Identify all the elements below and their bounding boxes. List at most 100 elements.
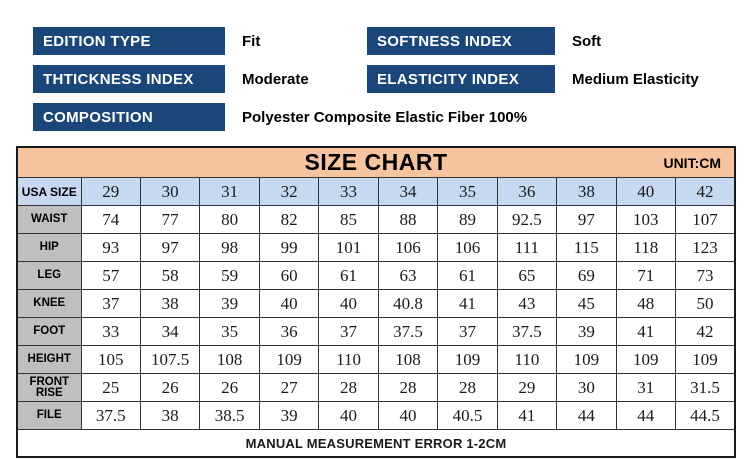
measurement-cell: 110 xyxy=(318,345,379,374)
row-label: FOOT xyxy=(16,317,82,346)
size-cell: 32 xyxy=(258,177,320,206)
measurement-cell: 40 xyxy=(377,401,439,430)
measurement-row: FRONT RISE 25 26 26 27 28 28 28 29 30 31 31.5 xyxy=(16,373,736,402)
row-label: LEG xyxy=(16,261,82,290)
measurement-cell: 106 xyxy=(377,233,439,262)
measurement-cell: 59 xyxy=(199,261,260,290)
measurement-cell: 45 xyxy=(556,289,617,318)
measurement-row: FILE 37.5 38 38.5 39 40 40 40.5 41 44 44 44.5 xyxy=(16,401,736,430)
measurement-cell: 89 xyxy=(437,205,498,234)
measurement-cell: 109 xyxy=(675,345,736,374)
measurement-cell: 27 xyxy=(258,373,320,402)
measurement-cell: 63 xyxy=(377,261,439,290)
measurement-cell: 123 xyxy=(675,233,736,262)
measurement-cell: 109 xyxy=(615,345,677,374)
measurement-cell: 105 xyxy=(80,345,141,374)
row-label: FRONT RISE xyxy=(16,373,82,402)
measurement-cell: 118 xyxy=(615,233,677,262)
measurement-cell: 80 xyxy=(199,205,260,234)
spec-value-softness-index: Soft xyxy=(572,32,602,50)
measurement-cell: 40 xyxy=(258,289,320,318)
measurement-cell: 43 xyxy=(496,289,558,318)
measurement-cell: 26 xyxy=(139,373,201,402)
size-chart-title-row: SIZE CHART UNIT:CM xyxy=(16,146,736,178)
spec-softness-index: SOFTNESS INDEX Soft xyxy=(367,27,699,55)
measurement-cell: 39 xyxy=(258,401,320,430)
measurement-cell: 71 xyxy=(615,261,677,290)
spec-value-edition-type: Fit xyxy=(242,32,261,50)
measurement-cell: 82 xyxy=(258,205,320,234)
measurement-cell: 44.5 xyxy=(675,401,736,430)
measurement-cell: 28 xyxy=(318,373,379,402)
measurement-cell: 108 xyxy=(199,345,260,374)
measurement-cell: 30 xyxy=(556,373,617,402)
measurement-cell: 38.5 xyxy=(199,401,260,430)
measurement-cell: 37 xyxy=(318,317,379,346)
measurement-cell: 41 xyxy=(437,289,498,318)
measurement-cell: 99 xyxy=(258,233,320,262)
measurement-cell: 73 xyxy=(675,261,736,290)
measurement-cell: 61 xyxy=(437,261,498,290)
spec-value-composition: Polyester Composite Elastic Fiber 100% xyxy=(242,108,528,126)
measurement-cell: 37.5 xyxy=(496,317,558,346)
size-cell: 42 xyxy=(675,177,736,206)
measurement-cell: 106 xyxy=(437,233,498,262)
measurement-cell: 26 xyxy=(199,373,260,402)
spec-label-composition: COMPOSITION xyxy=(33,103,225,131)
measurement-cell: 40 xyxy=(318,289,379,318)
measurement-cell: 88 xyxy=(377,205,439,234)
measurement-cell: 97 xyxy=(139,233,201,262)
measurement-cell: 29 xyxy=(496,373,558,402)
measurement-cell: 107.5 xyxy=(139,345,201,374)
size-chart-title-cell: SIZE CHART UNIT:CM xyxy=(16,146,736,178)
measurement-cell: 37 xyxy=(437,317,498,346)
measurement-cell: 111 xyxy=(496,233,558,262)
spec-edition-type: EDITION TYPE Fit xyxy=(33,27,367,55)
measurement-cell: 50 xyxy=(675,289,736,318)
footnote-row: MANUAL MEASUREMENT ERROR 1-2CM xyxy=(16,429,736,458)
measurement-cell: 41 xyxy=(615,317,677,346)
measurement-row: HEIGHT 105 107.5 108 109 110 108 109 110 109 109 10… xyxy=(16,345,736,374)
measurement-cell: 40 xyxy=(318,401,379,430)
size-row-label: USA SIZE xyxy=(16,177,82,206)
spec-value-elasticity-index: Medium Elasticity xyxy=(572,70,699,88)
measurement-cell: 39 xyxy=(199,289,260,318)
measurement-cell: 40.5 xyxy=(437,401,498,430)
size-cell: 35 xyxy=(437,177,498,206)
spec-elasticity-index: ELASTICITY INDEX Medium Elasticity xyxy=(367,65,699,93)
size-cell: 38 xyxy=(556,177,617,206)
measurement-cell: 109 xyxy=(556,345,617,374)
measurement-cell: 69 xyxy=(556,261,617,290)
measurement-cell: 58 xyxy=(139,261,201,290)
spec-value-thickness-index: Moderate xyxy=(242,70,309,88)
measurement-cell: 34 xyxy=(139,317,201,346)
row-label: HEIGHT xyxy=(16,345,82,374)
measurement-cell: 74 xyxy=(80,205,141,234)
size-cell: 40 xyxy=(615,177,677,206)
measurement-cell: 107 xyxy=(675,205,736,234)
measurement-row: WAIST 74 77 80 82 85 88 89 92.5 97 103 107 xyxy=(16,205,736,234)
measurement-cell: 39 xyxy=(556,317,617,346)
size-chart-table: SIZE CHART UNIT:CM USA SIZE 29 30 31 32 33 34 3… xyxy=(16,146,736,458)
measurement-cell: 44 xyxy=(556,401,617,430)
row-label: HIP xyxy=(16,233,82,262)
size-header-row: USA SIZE 29 30 31 32 33 34 35 36 38 40 42 xyxy=(16,177,736,206)
spec-label-thickness-index: THTICKNESS INDEX xyxy=(33,65,225,93)
size-cell: 31 xyxy=(199,177,260,206)
measurement-cell: 41 xyxy=(496,401,558,430)
measurement-cell: 28 xyxy=(437,373,498,402)
measurement-cell: 37.5 xyxy=(377,317,439,346)
measurement-cell: 28 xyxy=(377,373,439,402)
measurement-cell: 36 xyxy=(258,317,320,346)
measurement-cell: 37 xyxy=(80,289,141,318)
spec-label-edition-type: EDITION TYPE xyxy=(33,27,225,55)
measurement-cell: 61 xyxy=(318,261,379,290)
measurement-cell: 33 xyxy=(80,317,141,346)
measurement-cell: 115 xyxy=(556,233,617,262)
measurement-row: HIP 93 97 98 99 101 106 106 111 115 118 123 xyxy=(16,233,736,262)
size-cell: 36 xyxy=(496,177,558,206)
measurement-row: FOOT 33 34 35 36 37 37.5 37 37.5 39 41 42 xyxy=(16,317,736,346)
spec-section: EDITION TYPE Fit SOFTNESS INDEX Soft THT… xyxy=(33,27,699,131)
measurement-cell: 110 xyxy=(496,345,558,374)
